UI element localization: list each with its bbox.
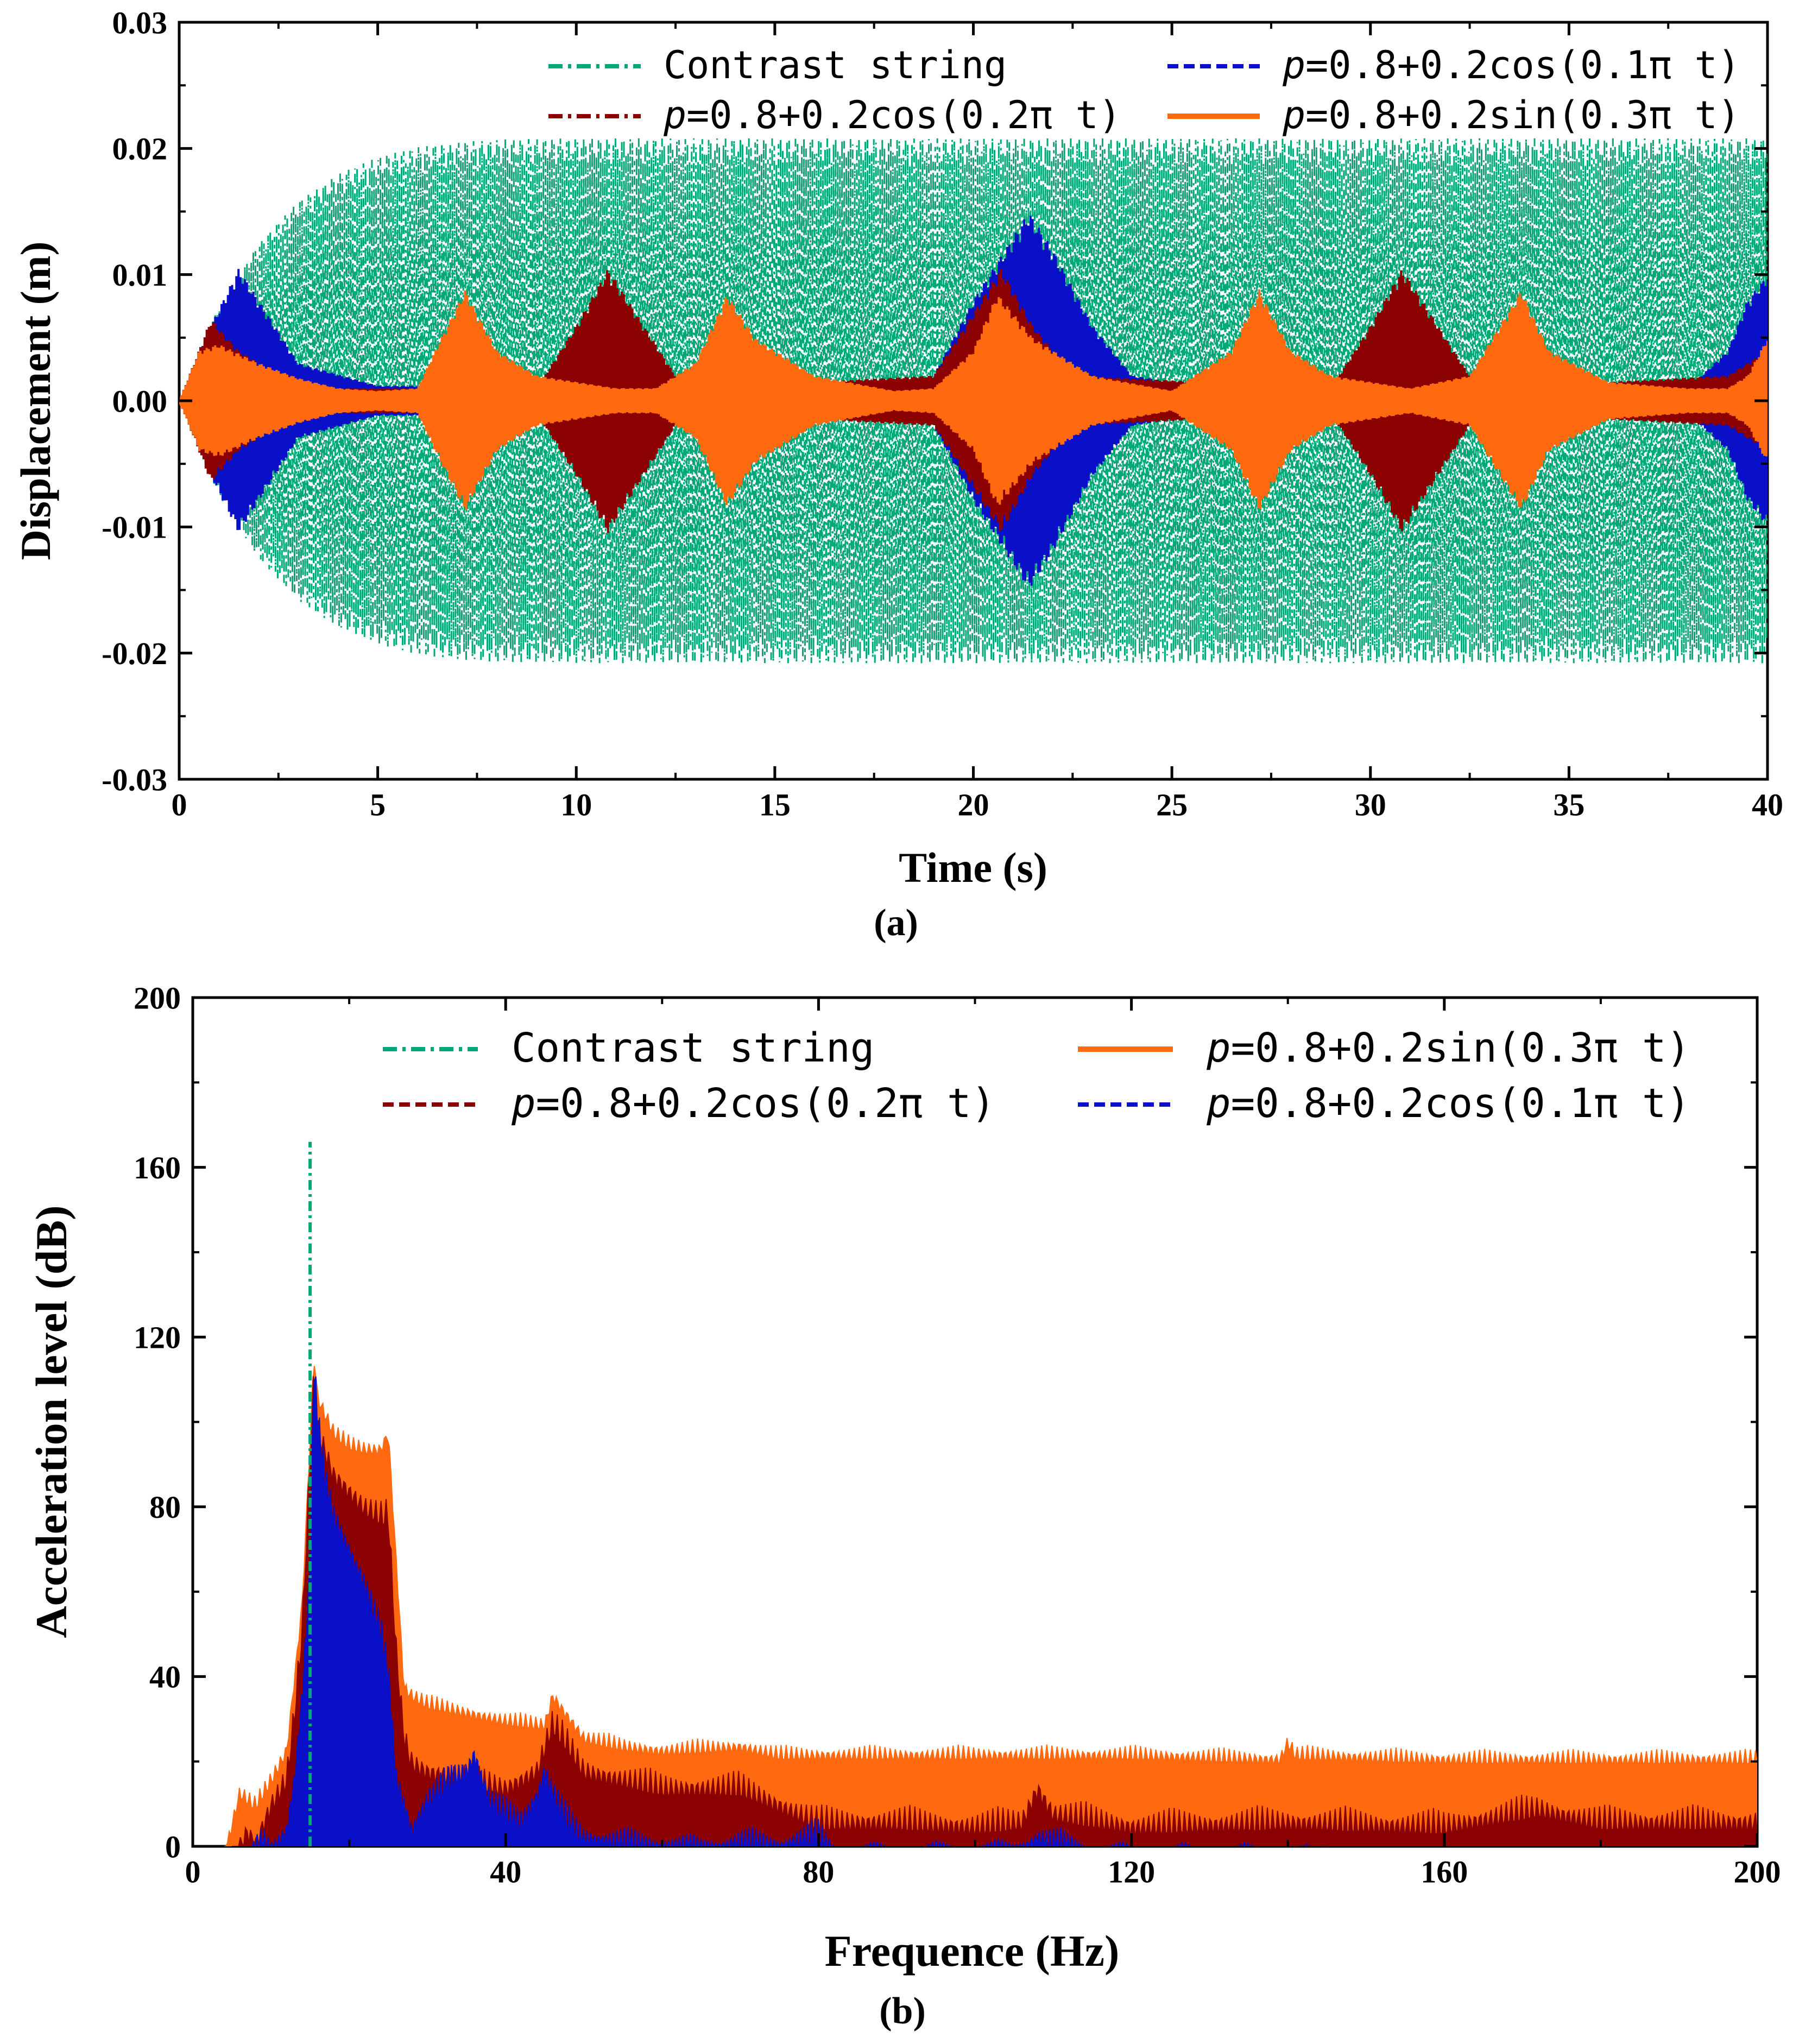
x-tick-label: 5: [370, 787, 386, 823]
panel-caption-b: (b): [879, 1990, 926, 2032]
legend-entry-sin-0-3-a: p=0.8+0.2sin(0.3π t): [1167, 93, 1740, 137]
x-axis-title-b: Frequence (Hz): [825, 1926, 1120, 1976]
y-tick-label: 0: [165, 1829, 181, 1864]
legend-label: =0.8+0.2sin(0.3π t): [1305, 93, 1740, 137]
legend-entry-cos-0-2-b: p=0.8+0.2cos(0.2π t): [383, 1080, 995, 1127]
legend-label-prefix: p: [663, 93, 686, 137]
y-tick-label: 0.02: [112, 131, 168, 167]
y-tick-label: 0.03: [112, 5, 168, 40]
series-line-3: [179, 289, 1768, 510]
svg-text:p=0.8+0.2cos(0.1π t): p=0.8+0.2cos(0.1π t): [1206, 1080, 1690, 1127]
legend-label: =0.8+0.2cos(0.1π t): [1231, 1080, 1690, 1127]
x-tick-label: 25: [1156, 787, 1188, 823]
x-tick-label: 0: [185, 1854, 201, 1890]
y-tick-label: 0.00: [112, 383, 168, 419]
series-line-0: [179, 138, 1768, 664]
x-axis-title-a: Time (s): [899, 844, 1047, 891]
y-tick-label: 200: [134, 980, 181, 1015]
legend-entry-cos-0-1-b: p=0.8+0.2cos(0.1π t): [1078, 1080, 1690, 1127]
series-layer-b: [224, 1141, 1757, 1846]
y-tick-label: -0.02: [102, 636, 167, 671]
axes-a: 0 5 10 15 20 25 30 35 40 -0.03 -0.02 -0.01 0.00 0.01 0…: [102, 5, 1783, 822]
y-tick-label: -0.01: [102, 510, 167, 545]
legend-label: Contrast string: [512, 1025, 874, 1071]
svg-text:Contrast string: Contrast string: [664, 43, 1007, 87]
x-tick-label: 40: [1752, 787, 1783, 823]
series-area-3: [247, 1376, 1327, 1846]
x-tick-label: 30: [1355, 787, 1386, 823]
panel-a-chart: 0 5 10 15 20 25 30 35 40 -0.03 -0.02 -0.01 0.00 0.01 0…: [12, 5, 1783, 944]
legend-label-prefix: p: [1206, 1080, 1231, 1127]
x-tick-label: 160: [1421, 1854, 1468, 1890]
y-tick-label: 160: [134, 1150, 181, 1185]
panel-b-chart: 0 40 80 120 160 200 0 40 80 120 160 200 Frequence (…: [27, 980, 1781, 2032]
y-axis-title-b: Acceleration level (dB): [27, 1206, 76, 1638]
y-tick-label: 0.01: [112, 257, 168, 293]
series-layer-a: [179, 138, 1768, 664]
legend-entry-contrast-string-b: Contrast string: [383, 1025, 874, 1071]
legend-entry-cos-0-2-a: p=0.8+0.2cos(0.2π t): [548, 93, 1121, 137]
legend-label: Contrast string: [664, 43, 1007, 87]
x-tick-label: 200: [1734, 1854, 1781, 1890]
y-tick-label: 80: [149, 1490, 181, 1525]
y-tick-label: 40: [149, 1660, 181, 1695]
legend-entry-cos-0-1-a: p=0.8+0.2cos(0.1π t): [1167, 43, 1740, 87]
legend-label: =0.8+0.2sin(0.3π t): [1231, 1025, 1690, 1071]
legend-entry-sin-0-3-b: p=0.8+0.2sin(0.3π t): [1078, 1025, 1690, 1071]
legend-a: Contrast string p=0.8+0.2cos(0.1π t) p=0…: [548, 43, 1740, 137]
x-tick-label: 80: [803, 1854, 834, 1890]
axes-b: 0 40 80 120 160 200 0 40 80 120 160 200: [134, 980, 1781, 1889]
x-tick-label: 10: [560, 787, 592, 823]
legend-entry-contrast-string-a: Contrast string: [548, 43, 1007, 87]
y-axis-title-a: Displacement (m): [12, 241, 59, 560]
legend-label: =0.8+0.2cos(0.2π t): [536, 1080, 995, 1127]
svg-text:Contrast string: Contrast string: [512, 1025, 874, 1071]
legend-label: =0.8+0.2cos(0.2π t): [686, 93, 1121, 137]
legend-label: =0.8+0.2cos(0.1π t): [1305, 43, 1740, 87]
x-tick-label: 0: [172, 787, 187, 823]
legend-label-prefix: p: [1206, 1025, 1231, 1071]
y-tick-label: 120: [134, 1320, 181, 1355]
x-tick-label: 15: [759, 787, 791, 823]
x-tick-label: 120: [1108, 1854, 1155, 1890]
legend-label-prefix: p: [1282, 93, 1305, 137]
panel-caption-a: (a): [874, 902, 918, 944]
svg-text:p=0.8+0.2sin(0.3π t): p=0.8+0.2sin(0.3π t): [1282, 93, 1740, 137]
x-tick-label: 40: [490, 1854, 521, 1890]
svg-text:p=0.8+0.2cos(0.1π t): p=0.8+0.2cos(0.1π t): [1282, 43, 1740, 87]
svg-text:p=0.8+0.2sin(0.3π t): p=0.8+0.2sin(0.3π t): [1206, 1025, 1690, 1071]
y-tick-label: -0.03: [102, 762, 167, 797]
svg-text:p=0.8+0.2cos(0.2π t): p=0.8+0.2cos(0.2π t): [663, 93, 1121, 137]
x-tick-label: 35: [1553, 787, 1585, 823]
legend-label-prefix: p: [1282, 43, 1305, 87]
x-tick-label: 20: [958, 787, 989, 823]
svg-text:p=0.8+0.2cos(0.2π t): p=0.8+0.2cos(0.2π t): [511, 1080, 995, 1127]
legend-b: Contrast string p=0.8+0.2sin(0.3π t) p=0…: [383, 1025, 1690, 1127]
legend-label-prefix: p: [511, 1080, 536, 1127]
